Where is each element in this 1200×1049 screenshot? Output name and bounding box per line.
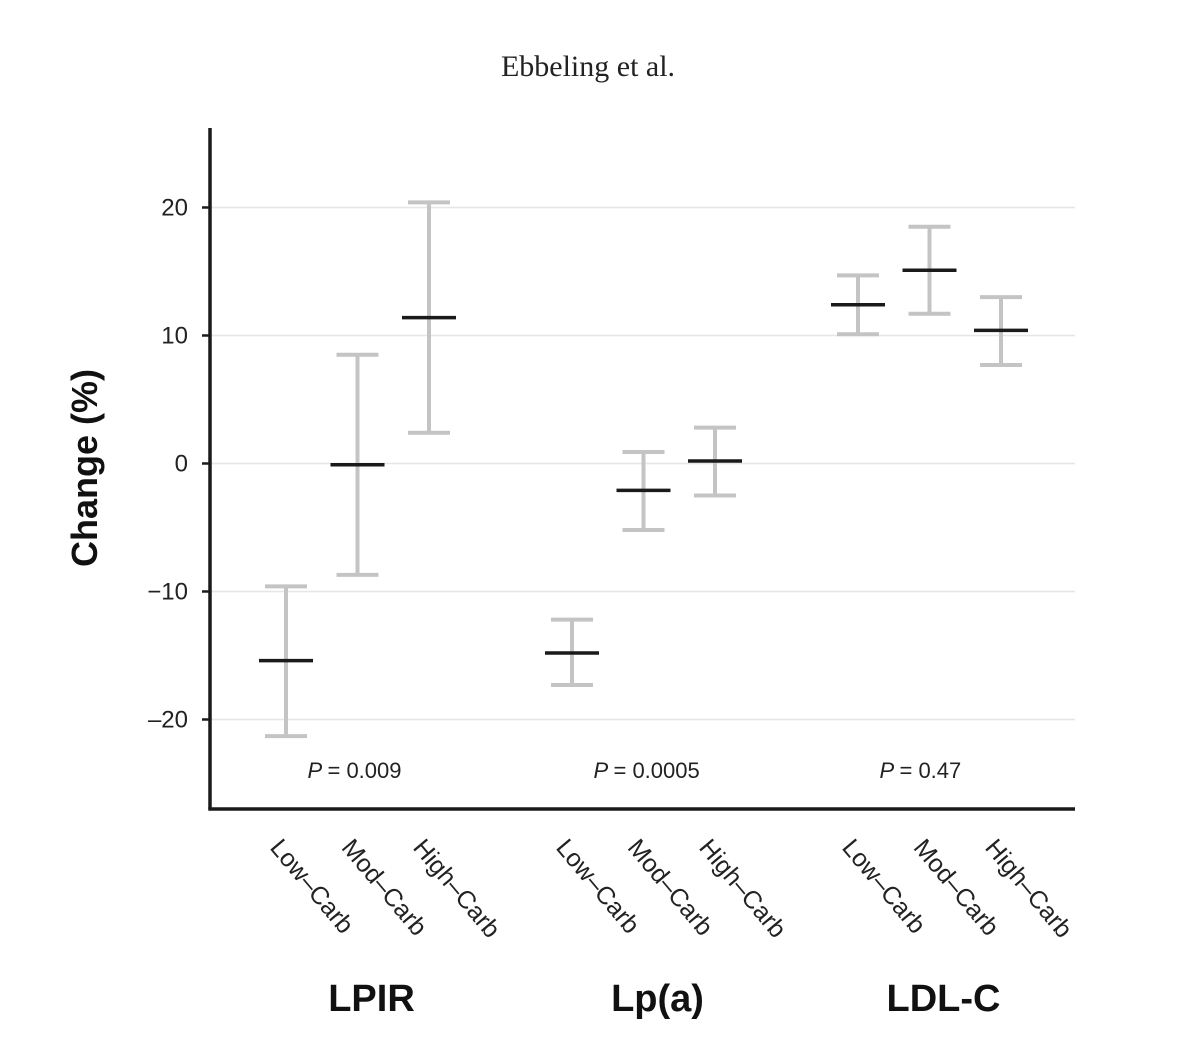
- y-tick-label: 0: [175, 451, 188, 478]
- axes: [202, 128, 1075, 811]
- y-tick-label: 20: [161, 195, 188, 222]
- y-tick-label: –20: [148, 707, 188, 734]
- group-label: LPIR: [328, 978, 415, 1020]
- p-value-label: P = 0.0005: [594, 758, 700, 783]
- group-label: Lp(a): [611, 978, 704, 1020]
- group-label: LDL-C: [887, 978, 1001, 1020]
- group-0: [259, 200, 456, 739]
- y-tick-label: −10: [147, 579, 188, 606]
- group-1: [545, 425, 742, 687]
- y-tick-label: 10: [161, 323, 188, 350]
- error-bars: [259, 200, 1028, 739]
- group-2: [831, 224, 1028, 367]
- y-axis-label: Change (%): [64, 369, 105, 567]
- p-value-label: P = 0.47: [880, 758, 962, 783]
- p-value-label: P = 0.009: [308, 758, 402, 783]
- citation-header: Ebbeling et al.: [501, 50, 675, 83]
